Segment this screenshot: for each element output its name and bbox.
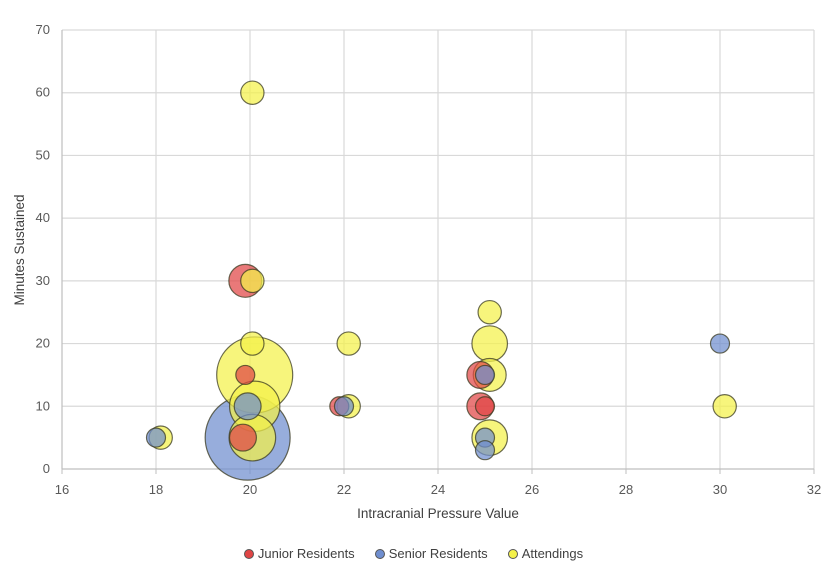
bubble-attendings (240, 331, 265, 356)
bubbles (145, 80, 737, 481)
bubble-attendings (240, 80, 265, 105)
bubble-senior-residents (474, 364, 496, 386)
bubble-senior-residents (474, 440, 496, 461)
bubble-attendings (471, 325, 509, 362)
x-tick-label: 22 (337, 482, 351, 497)
legend-item-attendings: Attendings (507, 546, 584, 561)
bubble-senior-residents (145, 427, 167, 448)
bubble-senior-residents (709, 333, 731, 354)
x-tick-label: 32 (807, 482, 821, 497)
legend-label-attendings: Attendings (521, 546, 584, 561)
x-axis-ticks: 16 18 20 22 24 26 28 30 32 (55, 482, 821, 497)
legend-label-senior-residents: Senior Residents (388, 546, 488, 561)
bubble-attendings (336, 331, 361, 356)
bubble-attendings (240, 268, 265, 294)
x-tick-label: 24 (431, 482, 445, 497)
bubble-attendings (712, 394, 737, 419)
legend-swatch-junior-residents (243, 548, 254, 559)
bubble-senior-residents (233, 392, 262, 421)
legend-swatch-attendings (507, 548, 518, 559)
y-tick-label: 60 (36, 85, 50, 100)
x-tick-label: 20 (243, 482, 257, 497)
y-tick-label: 0 (43, 461, 50, 476)
gridlines (62, 29, 815, 469)
x-tick-label: 28 (619, 482, 633, 497)
y-tick-label: 30 (36, 273, 50, 288)
y-tick-label: 20 (36, 336, 50, 351)
legend-item-senior-residents: Senior Residents (374, 546, 488, 561)
bubble-chart: 16 18 20 22 24 26 28 30 32 0 10 20 30 40 50 60 70 Intra… (12, 22, 821, 521)
y-axis-title: Minutes Sustained (12, 194, 27, 305)
y-axis-ticks: 0 10 20 30 40 50 60 70 (36, 22, 50, 476)
y-tick-label: 40 (36, 210, 50, 225)
bubble-senior-residents (333, 396, 355, 417)
x-tick-label: 18 (149, 482, 163, 497)
y-tick-label: 50 (36, 147, 50, 162)
x-axis-title: Intracranial Pressure Value (357, 506, 519, 521)
y-tick-label: 10 (36, 398, 50, 413)
legend-swatch-senior-residents (374, 548, 385, 559)
legend-item-junior-residents: Junior Residents (243, 546, 355, 561)
legend: Junior Residents Senior Residents Attend… (0, 546, 827, 561)
bubble-junior-residents (235, 364, 256, 386)
legend-label-junior-residents: Junior Residents (257, 546, 355, 561)
bubble-junior-residents (474, 396, 496, 417)
x-tick-label: 16 (55, 482, 69, 497)
y-tick-label: 70 (36, 22, 50, 37)
bubble-attendings (477, 299, 502, 325)
bubble-junior-residents (228, 423, 257, 452)
x-tick-label: 30 (713, 482, 727, 497)
x-tick-label: 26 (525, 482, 539, 497)
